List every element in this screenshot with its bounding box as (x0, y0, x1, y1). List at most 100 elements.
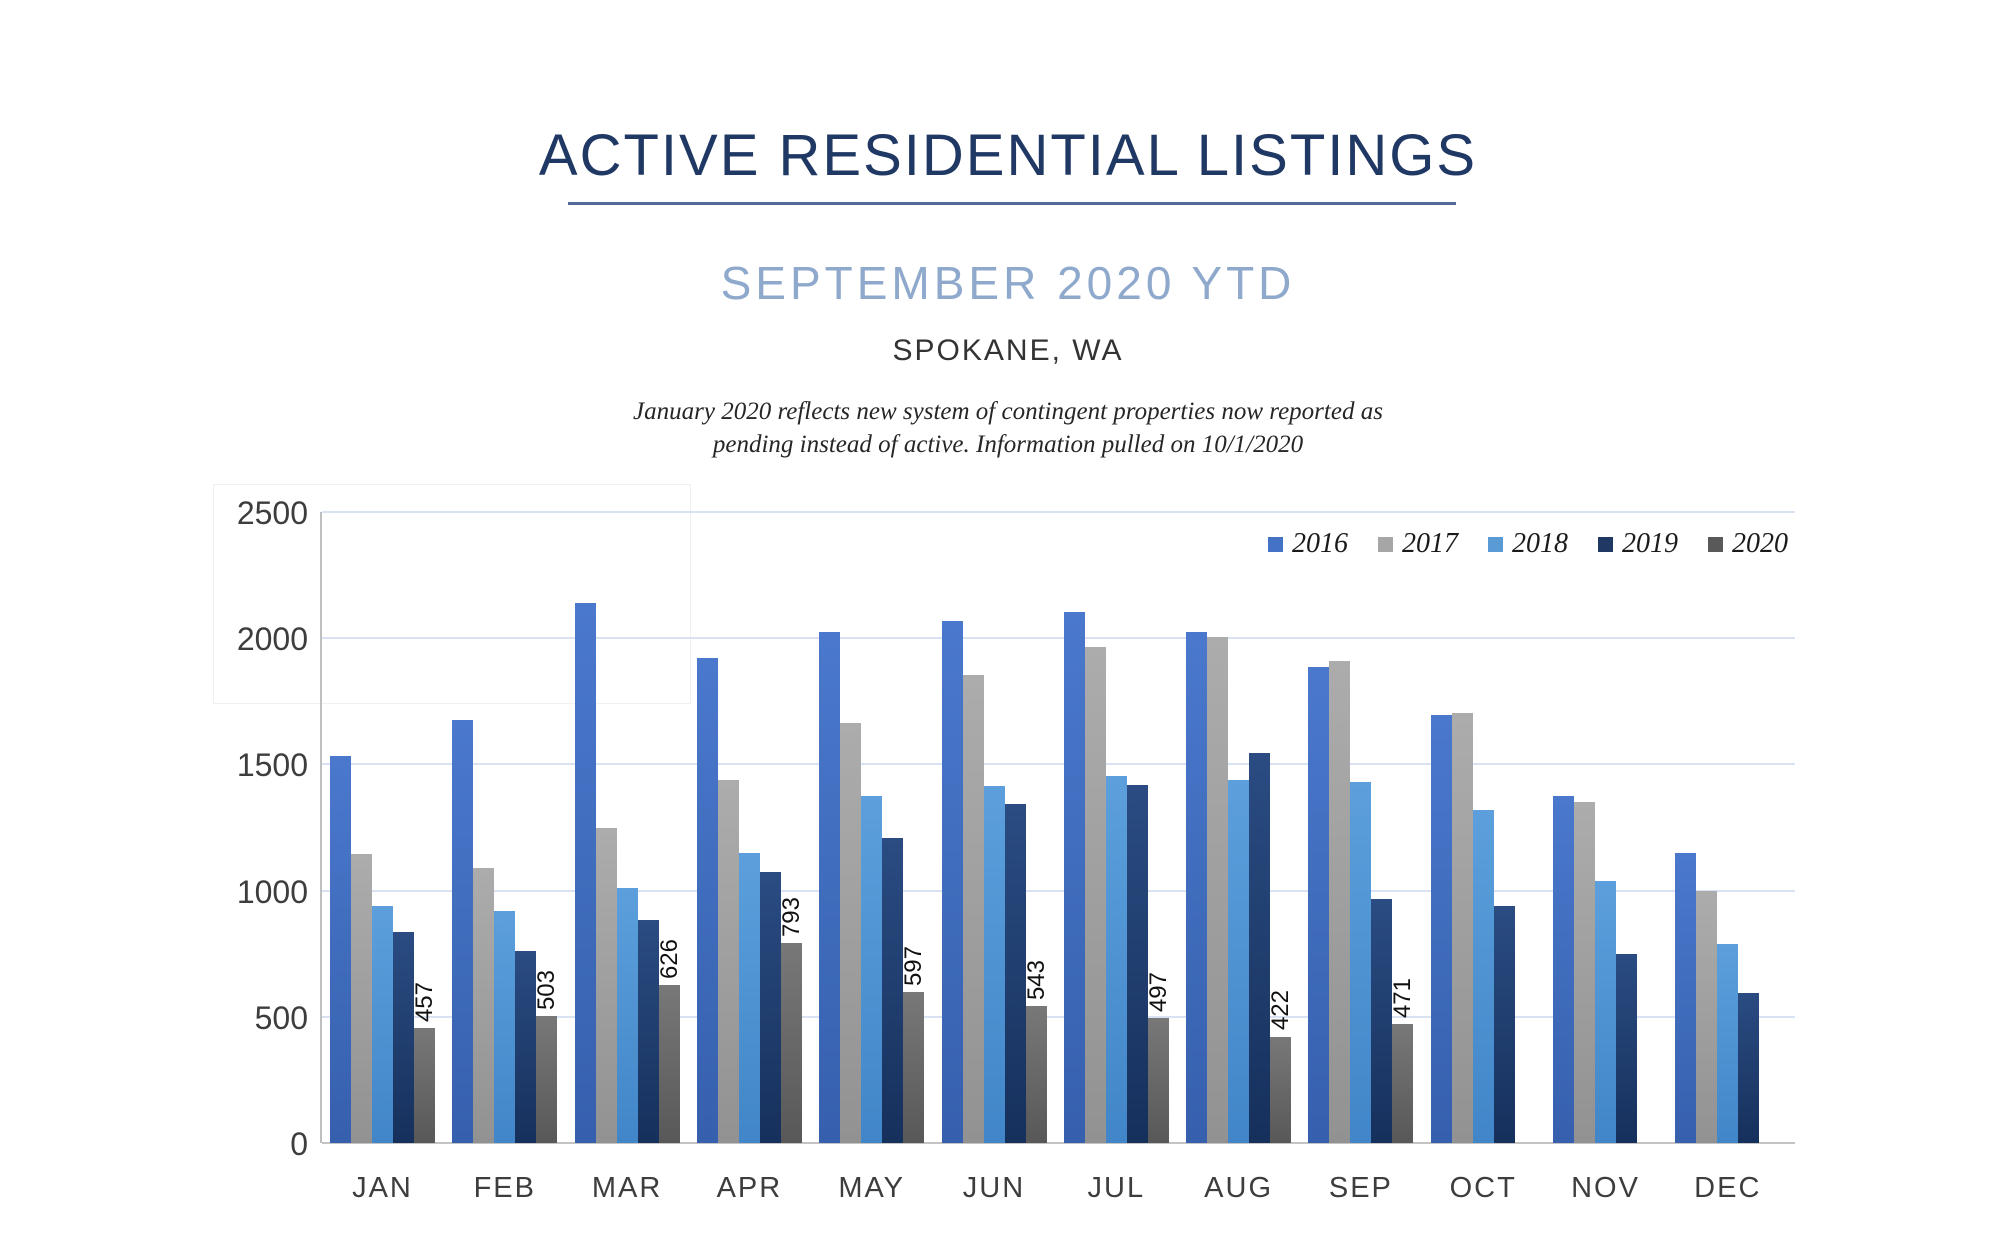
month-bar-cluster (1186, 492, 1292, 1143)
bar-2020-sep (1392, 1024, 1414, 1143)
month-bar-cluster (819, 492, 925, 1143)
bar-2017-aug (1207, 636, 1229, 1143)
bar-2018-dec (1717, 943, 1739, 1143)
bar-2016-aug (1186, 631, 1208, 1143)
data-label-2020: 422 (1267, 990, 1295, 1031)
bar-2016-sep (1308, 667, 1330, 1143)
bar-2018-aug (1228, 779, 1250, 1143)
bar-2018-jan (372, 905, 393, 1143)
bar-2019-may (882, 837, 904, 1143)
y-axis-tick-label: 500 (254, 999, 308, 1036)
bar-2017-jun (962, 674, 984, 1143)
month-bar-cluster (330, 492, 435, 1143)
month-bar-cluster (1308, 492, 1414, 1143)
bar-2020-jan (414, 1027, 435, 1143)
x-axis-month-label: DEC (1694, 1172, 1762, 1204)
legend-swatch-2020 (1708, 536, 1723, 552)
x-axis-month-label: JAN (352, 1172, 413, 1204)
bar-2019-mar (637, 919, 659, 1143)
bar-2020-aug (1270, 1036, 1292, 1143)
bar-2019-aug (1249, 753, 1271, 1143)
bar-2018-oct (1472, 809, 1494, 1143)
data-label-2020: 597 (900, 946, 928, 987)
gridline (322, 637, 1795, 640)
gridline (322, 511, 1795, 513)
month-bar-cluster (452, 492, 558, 1143)
bar-2016-jan (330, 755, 351, 1143)
month-bar-cluster (574, 492, 680, 1143)
bar-2017-feb (473, 867, 495, 1143)
y-axis-tick-label: 2000 (236, 621, 308, 658)
chart-legend: 2016 2017 2018 2019 2020 (1268, 528, 1788, 560)
legend-label-2016: 2016 (1292, 528, 1348, 559)
bar-2018-jul (1105, 775, 1127, 1143)
bar-2016-apr (696, 658, 718, 1143)
bar-2017-jul (1084, 647, 1106, 1143)
bar-2016-mar (574, 602, 596, 1143)
bar-2018-may (861, 795, 883, 1143)
bar-2018-apr (738, 852, 760, 1143)
bar-2020-jun (1025, 1005, 1047, 1143)
y-axis-tick-label: 0 (290, 1126, 308, 1162)
data-label-2020: 503 (533, 970, 561, 1011)
data-label-2020: 626 (655, 938, 683, 979)
bar-2018-mar (616, 888, 638, 1143)
bar-2017-sep (1329, 660, 1351, 1143)
legend-item-2016: 2016 (1268, 528, 1348, 560)
month-bar-cluster (1063, 492, 1169, 1143)
bar-2019-dec (1738, 992, 1760, 1143)
title-underline (568, 202, 1456, 205)
data-label-2020: 543 (1022, 959, 1050, 1000)
bar-2018-feb (494, 910, 516, 1143)
data-label-2020: 471 (1389, 978, 1417, 1019)
x-axis-month-label: NOV (1571, 1172, 1640, 1204)
x-axis-month-label: JUL (1087, 1172, 1146, 1204)
bar-2017-may (840, 722, 862, 1143)
x-axis-month-label: JUN (962, 1172, 1026, 1204)
legend-swatch-2018 (1488, 536, 1503, 552)
bar-2017-nov (1574, 802, 1595, 1143)
bar-2016-jul (1063, 611, 1085, 1143)
x-axis-month-label: FEB (473, 1172, 536, 1204)
y-axis-tick-label: 1500 (236, 747, 308, 784)
bar-2020-mar (658, 985, 680, 1143)
x-axis-line (322, 1142, 1795, 1144)
bar-2019-nov (1616, 953, 1637, 1143)
x-axis-month-label: APR (716, 1172, 783, 1204)
month-bar-cluster (1430, 492, 1515, 1143)
x-axis-month-label: AUG (1204, 1172, 1274, 1204)
legend-item-2020: 2020 (1708, 528, 1788, 560)
page-title: ACTIVE RESIDENTIAL LISTINGS (538, 123, 1478, 188)
bar-2018-nov (1595, 880, 1616, 1143)
bar-2016-oct (1430, 715, 1452, 1143)
bar-2017-dec (1696, 890, 1718, 1143)
page-subtitle: SEPTEMBER 2020 YTD (720, 257, 1296, 309)
bar-2020-may (903, 992, 925, 1143)
bar-2017-jan (351, 854, 372, 1143)
bar-2019-jul (1126, 784, 1148, 1143)
gridline (322, 763, 1795, 766)
legend-label-2018: 2018 (1512, 528, 1568, 559)
bar-2017-oct (1451, 712, 1473, 1143)
x-axis-month-label: MAR (591, 1172, 663, 1204)
faint-overlay-box (213, 484, 691, 704)
bar-2019-feb (515, 951, 537, 1143)
bar-2019-oct (1493, 905, 1515, 1143)
bar-2019-apr (759, 871, 781, 1143)
month-bar-cluster (941, 492, 1047, 1143)
bar-2016-may (819, 631, 841, 1143)
gridline (322, 889, 1795, 892)
bar-2016-nov (1553, 795, 1574, 1143)
bar-2018-sep (1350, 782, 1372, 1143)
x-axis-month-label: SEP (1328, 1172, 1393, 1204)
legend-item-2018: 2018 (1488, 528, 1568, 560)
data-label-2020: 793 (777, 896, 805, 937)
bar-2017-apr (717, 779, 739, 1143)
month-bar-cluster (1553, 492, 1637, 1143)
bar-2020-apr (780, 942, 802, 1143)
legend-swatch-2017 (1378, 536, 1393, 552)
legend-swatch-2016 (1268, 536, 1283, 552)
x-axis-month-label: MAY (838, 1172, 906, 1204)
bar-2019-jan (393, 932, 414, 1143)
